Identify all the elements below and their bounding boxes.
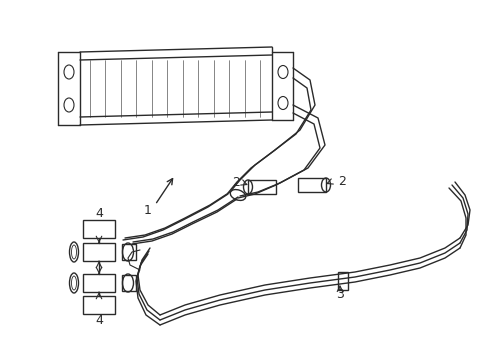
- Bar: [83, 274, 115, 292]
- Bar: [297, 178, 325, 192]
- Text: 4: 4: [95, 207, 103, 220]
- Bar: [122, 244, 136, 260]
- Bar: [83, 296, 115, 314]
- Text: 3: 3: [335, 288, 343, 302]
- Bar: [337, 272, 347, 290]
- Text: 2: 2: [232, 176, 240, 189]
- Text: 1: 1: [144, 203, 152, 216]
- Text: 2: 2: [337, 175, 345, 188]
- Bar: [83, 220, 115, 238]
- Bar: [247, 180, 275, 194]
- Text: 4: 4: [95, 314, 103, 327]
- Bar: [83, 243, 115, 261]
- Bar: [122, 275, 136, 291]
